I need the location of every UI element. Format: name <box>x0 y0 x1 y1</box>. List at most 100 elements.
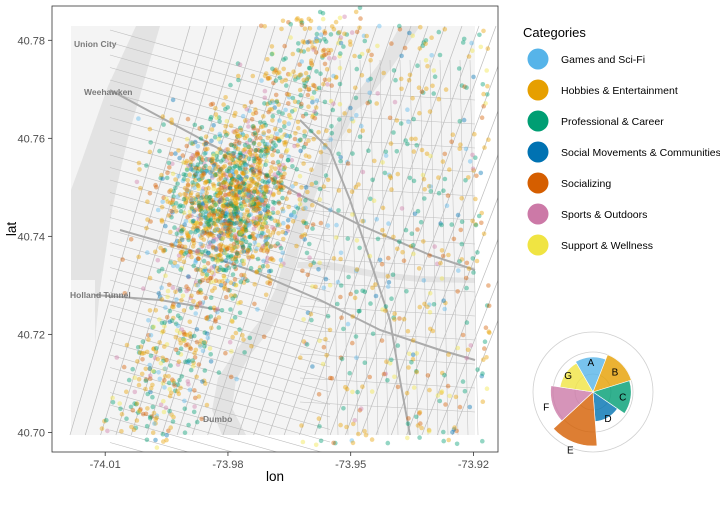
event-point <box>352 418 358 423</box>
event-point <box>375 91 381 96</box>
event-point <box>367 253 373 259</box>
event-point <box>257 148 262 153</box>
event-point <box>252 236 258 241</box>
event-point <box>210 206 216 212</box>
event-point <box>188 218 193 224</box>
event-point <box>346 128 352 134</box>
event-point <box>173 209 179 214</box>
event-point <box>263 144 269 149</box>
event-point <box>310 114 315 120</box>
event-point <box>238 154 243 160</box>
event-point <box>370 177 375 183</box>
event-point <box>169 412 174 417</box>
event-point <box>193 280 199 285</box>
event-point <box>231 192 237 198</box>
event-point <box>405 107 410 112</box>
event-point <box>267 214 273 220</box>
event-point <box>188 155 194 161</box>
event-point <box>193 258 199 264</box>
event-point <box>208 205 213 211</box>
event-point <box>225 212 231 217</box>
event-point <box>208 352 213 357</box>
event-point <box>339 315 344 321</box>
event-point <box>273 78 279 83</box>
event-point <box>277 222 282 227</box>
rose-label: E <box>567 446 574 457</box>
event-point <box>241 337 246 342</box>
event-point <box>231 227 237 233</box>
event-point <box>243 202 248 208</box>
event-point <box>194 304 200 310</box>
event-point <box>234 213 239 219</box>
event-point <box>398 76 404 82</box>
event-point <box>257 217 263 223</box>
event-point <box>432 74 438 79</box>
event-point <box>186 286 191 292</box>
event-point <box>368 196 373 202</box>
event-point <box>481 231 487 237</box>
event-point <box>349 438 355 443</box>
event-point <box>426 427 432 433</box>
event-point <box>192 388 197 393</box>
event-point <box>220 235 226 241</box>
event-point <box>227 199 233 204</box>
event-point <box>220 220 225 226</box>
event-point <box>400 249 405 255</box>
map-label-holland-tunnel: Holland Tunnel <box>70 290 131 300</box>
event-point <box>265 76 271 82</box>
event-point <box>187 249 193 254</box>
event-point <box>136 377 142 382</box>
event-point <box>241 212 247 217</box>
event-point <box>206 195 212 201</box>
event-point <box>337 30 342 35</box>
event-point <box>237 140 242 145</box>
event-point <box>219 248 224 253</box>
event-point <box>302 129 307 134</box>
event-point <box>466 54 472 59</box>
event-point <box>217 253 222 258</box>
event-point <box>332 55 337 61</box>
event-point <box>278 172 283 177</box>
event-point <box>414 143 420 148</box>
event-point <box>195 228 200 233</box>
event-point <box>138 344 144 350</box>
event-point <box>285 218 291 223</box>
event-point <box>292 214 298 219</box>
event-point <box>205 250 211 256</box>
event-point <box>360 169 366 175</box>
event-point <box>259 245 265 251</box>
event-point <box>455 212 461 218</box>
event-point <box>251 226 257 232</box>
event-point <box>296 125 301 131</box>
event-point <box>231 281 237 287</box>
event-point <box>220 222 225 228</box>
event-point <box>298 355 303 361</box>
event-point <box>421 176 427 182</box>
event-point <box>270 160 276 165</box>
event-point <box>358 406 364 412</box>
event-point <box>204 194 209 200</box>
event-point <box>333 74 339 80</box>
event-point <box>247 203 253 208</box>
event-point <box>409 136 414 142</box>
event-point <box>231 212 236 217</box>
event-point <box>263 123 269 128</box>
event-point <box>246 189 252 195</box>
event-point <box>281 236 286 242</box>
event-point <box>266 109 271 115</box>
event-point <box>222 198 227 204</box>
event-point <box>193 197 198 202</box>
rose-wedge <box>592 354 632 393</box>
event-point <box>237 175 243 181</box>
event-point <box>154 415 159 421</box>
event-point <box>226 150 231 156</box>
event-point <box>191 360 196 366</box>
event-point <box>299 185 304 190</box>
event-point <box>119 429 124 434</box>
event-point <box>296 48 301 53</box>
event-point <box>251 124 256 129</box>
event-point <box>171 315 176 321</box>
event-point <box>240 243 245 248</box>
event-point <box>257 200 262 206</box>
event-point <box>257 159 263 164</box>
